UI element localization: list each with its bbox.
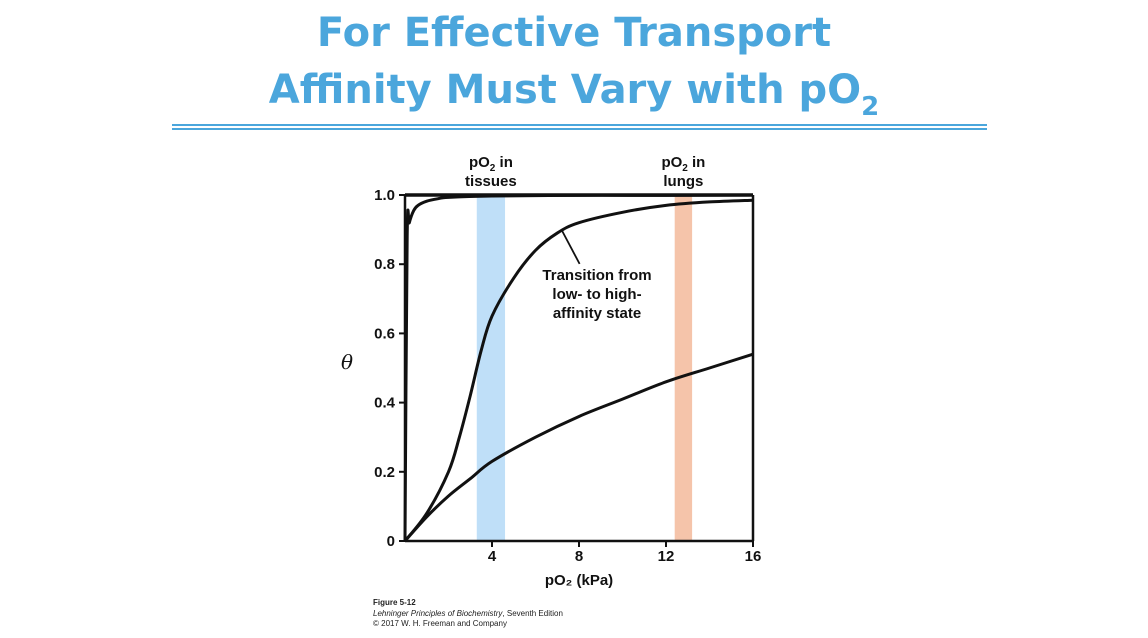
series-line-2 — [403, 198, 754, 542]
axes-layer: 1.0 0.8 0.6 0.4 0.2 0 4 8 12 16 — [374, 187, 761, 565]
y-tick-label: 0.8 — [374, 256, 395, 273]
slide-title-line2-main: Affinity Must Vary with pO — [268, 67, 862, 113]
slide-title-subscript: 2 — [861, 92, 880, 122]
band-label-tissues-line1: pO2 in — [469, 154, 513, 174]
band-label-tissues-line2: tissues — [465, 173, 517, 190]
annotation-leader-line — [560, 229, 581, 265]
band-tissues — [476, 195, 506, 541]
band-lungs — [674, 195, 693, 541]
slide-title-line2: Affinity Must Vary with pO2 — [0, 67, 1148, 120]
band-label-lungs-line1: pO2 in — [661, 154, 705, 174]
annotation-text-line: low- to high- — [552, 286, 641, 303]
copyright: © 2017 W. H. Freeman and Company — [373, 619, 507, 628]
curves-layer — [403, 193, 754, 543]
figure-number: Figure 5-12 — [373, 598, 416, 607]
y-tick-label: 0.4 — [374, 395, 396, 412]
x-tick-label: 16 — [745, 548, 762, 565]
x-tick-label: 8 — [575, 548, 583, 565]
series-line-3 — [403, 352, 754, 543]
slide-title-line1: For Effective Transport — [316, 10, 832, 56]
y-axis-label: θ — [341, 350, 353, 374]
title-divider-bottom — [172, 128, 987, 130]
annotation-text-line: affinity state — [553, 305, 641, 322]
y-tick-label: 0.2 — [374, 464, 395, 481]
annotation-text-line: Transition from — [542, 267, 651, 284]
bands-layer — [476, 195, 693, 541]
book-edition: , Seventh Edition — [502, 609, 563, 618]
book-credit: Lehninger Principles of Biochemistry, Se… — [373, 609, 563, 618]
y-tick-label: 0 — [387, 533, 395, 550]
band-label-lungs-line2: lungs — [663, 173, 703, 190]
book-title: Lehninger Principles of Biochemistry — [373, 609, 503, 618]
title-divider-top — [172, 124, 987, 126]
oxygen-binding-chart: 1.00.80.60.40.204 8 12 16 pO2 intissuespO2 … — [341, 154, 761, 589]
y-tick-label: 1.0 — [374, 187, 395, 204]
x-tick-label: 12 — [658, 548, 675, 565]
y-tick-label: 0.6 — [374, 325, 395, 342]
x-tick-label: 4 — [488, 548, 497, 565]
x-axis-label: pO₂ (kPa) — [545, 572, 613, 589]
